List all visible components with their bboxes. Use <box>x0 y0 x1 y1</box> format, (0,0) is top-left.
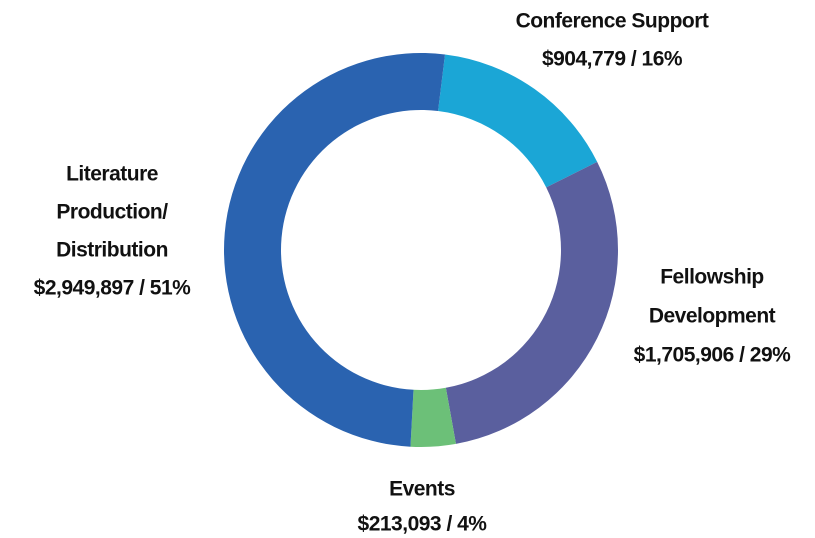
value-label: $2,949,897 / 51% <box>34 277 191 300</box>
value-label: $904,779 / 16% <box>542 48 683 71</box>
category-label: Development <box>649 305 776 328</box>
donut-slice <box>224 53 446 447</box>
donut-slice <box>445 161 618 444</box>
category-label: Events <box>389 478 455 501</box>
category-label: Conference Support <box>516 10 709 33</box>
value-label: $213,093 / 4% <box>358 513 488 536</box>
donut-slice <box>410 387 456 447</box>
value-label: $1,705,906 / 29% <box>634 344 791 367</box>
category-label: Literature <box>66 163 158 186</box>
category-label: Production/ <box>56 201 168 224</box>
category-label: Fellowship <box>660 266 764 289</box>
donut-slice <box>438 54 598 188</box>
category-label: Distribution <box>56 239 168 262</box>
